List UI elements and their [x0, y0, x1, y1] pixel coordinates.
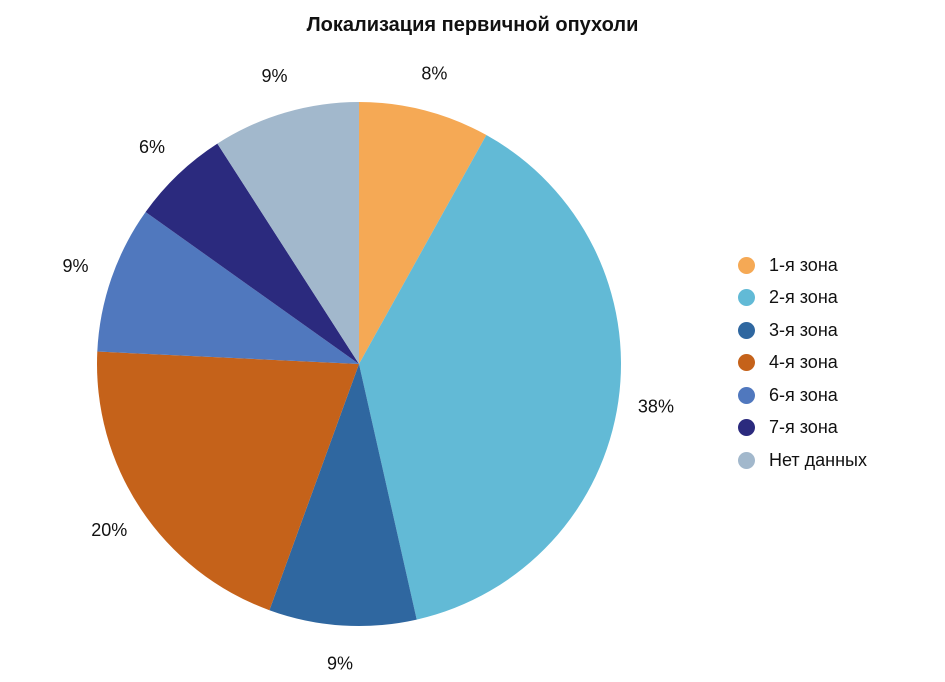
slice-value-label: 9%	[62, 256, 88, 276]
legend-swatch	[738, 451, 755, 469]
legend-item: Нет данных	[738, 444, 867, 477]
legend-label: 2-я зона	[769, 287, 838, 308]
legend-label: 7-я зона	[769, 417, 838, 438]
pie-slice-7	[217, 102, 359, 364]
legend-item: 2-я зона	[738, 282, 867, 315]
legend-swatch	[738, 354, 755, 372]
slice-value-label: 6%	[139, 137, 165, 157]
pie-slice-3	[269, 364, 417, 626]
legend-item: 7-я зона	[738, 412, 867, 445]
pie-slice-6	[145, 143, 359, 364]
legend-item: 4-я зона	[738, 347, 867, 380]
legend-swatch	[738, 289, 755, 307]
legend-item: 1-я зона	[738, 249, 867, 282]
slice-value-label: 9%	[327, 653, 353, 673]
slice-value-label: 38%	[638, 397, 674, 417]
legend-item: 3-я зона	[738, 314, 867, 347]
chart-legend: 1-я зона 2-я зона 3-я зона 4-я зона 6-я зона…	[738, 249, 867, 477]
legend-swatch	[738, 256, 755, 274]
slice-value-label: 20%	[91, 520, 127, 540]
pie-slice-5	[97, 212, 360, 364]
slice-value-label: 9%	[261, 66, 287, 86]
chart-title: Локализация первичной опухоли	[306, 14, 639, 36]
legend-label: 3-я зона	[769, 319, 838, 340]
legend-label: 6-я зона	[769, 384, 838, 405]
legend-label: 1-я зона	[769, 254, 838, 275]
legend-label: Нет данных	[769, 449, 867, 470]
pie-slice-1	[359, 102, 487, 364]
legend-swatch	[738, 419, 755, 437]
slice-value-label: 8%	[421, 64, 447, 84]
legend-swatch	[738, 321, 755, 339]
pie-slice-4	[96, 351, 359, 611]
legend-label: 4-я зона	[769, 352, 838, 373]
pie-slice-2	[359, 135, 621, 620]
legend-swatch	[738, 386, 755, 404]
legend-item: 6-я зона	[738, 379, 867, 412]
